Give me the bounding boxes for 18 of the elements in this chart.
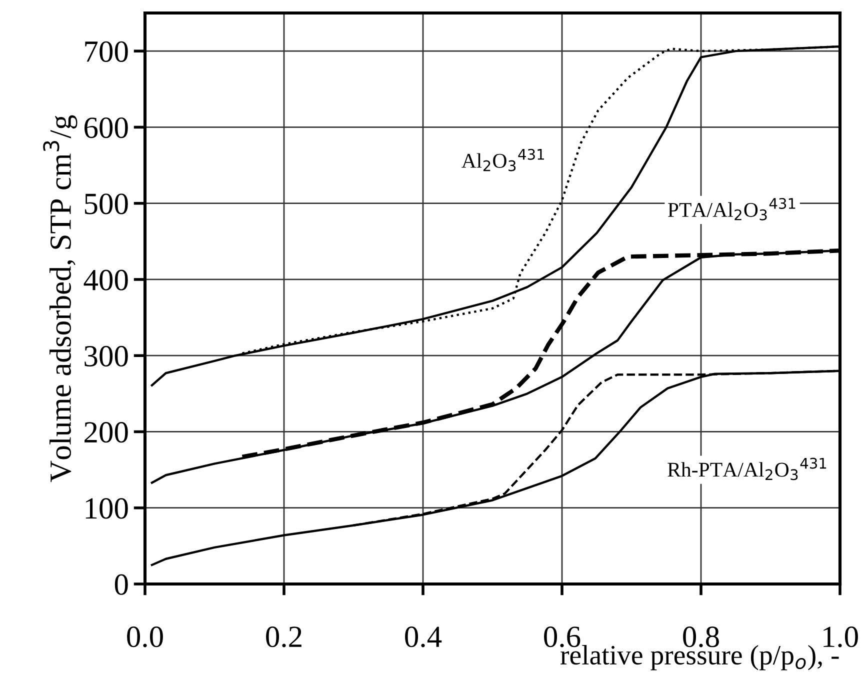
x-tick-label: 0.8 xyxy=(683,626,719,648)
y-tick-label: 600 xyxy=(84,117,128,138)
y-tick-label: 700 xyxy=(85,41,128,62)
x-tick-label: 0.0 xyxy=(127,626,163,648)
y-tick-label: 400 xyxy=(84,270,128,290)
annotation: Al$_{2}$O$_{3}$$^{431}$ xyxy=(462,148,544,172)
y-tick-label: 0 xyxy=(114,574,128,595)
y-tick-label: 500 xyxy=(84,194,128,214)
x-tick-label: 0.2 xyxy=(266,626,302,648)
annotation: Rh-PTA/Al$_{2}$O$_{3}$$^{431}$ xyxy=(668,458,826,480)
x-tick-label: 0.6 xyxy=(544,626,580,648)
y-tick-label: 200 xyxy=(84,422,128,443)
x-tick-label: 1.0 xyxy=(824,626,858,648)
y-axis-title: Volume adsorbed, STP cm$^{3}$/g xyxy=(43,115,78,482)
annotation: PTA/Al$_{2}$O$_{3}$$^{431}$ xyxy=(668,198,796,220)
y-tick-label: 100 xyxy=(86,498,128,519)
x-tick-label: 0.4 xyxy=(405,626,442,648)
y-tick-label: 300 xyxy=(84,346,128,366)
